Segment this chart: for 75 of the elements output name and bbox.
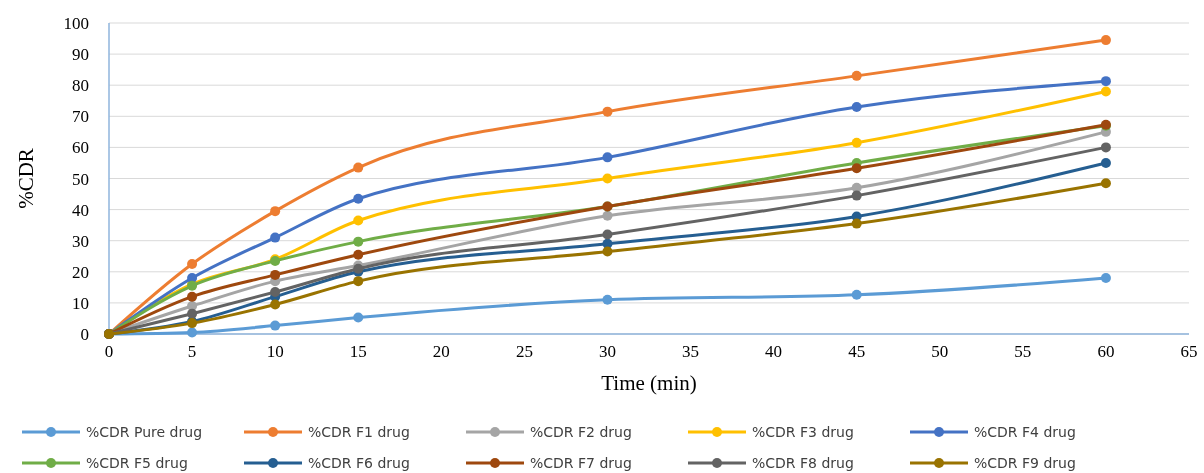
y-tick-label: 10 (72, 293, 89, 313)
point (353, 215, 364, 226)
legend-label: %CDR F6 drug (308, 455, 410, 471)
legend-label: %CDR Pure drug (86, 424, 203, 440)
y-tick-label: 60 (72, 138, 89, 158)
legend-label: %CDR F8 drug (752, 455, 854, 471)
point (187, 308, 198, 319)
point (1100, 76, 1111, 87)
legend-label: %CDR F7 drug (530, 455, 632, 471)
point (602, 246, 613, 257)
x-tick-label: 30 (598, 342, 616, 361)
point (270, 232, 281, 243)
legend-label: %CDR F3 drug (752, 424, 854, 440)
x-tick-label: 15 (349, 342, 367, 361)
point (602, 210, 613, 221)
point (851, 101, 862, 112)
y-tick-label: 20 (72, 262, 89, 282)
point (270, 299, 281, 310)
y-tick-label: 80 (72, 76, 89, 96)
legend-label: %CDR F1 drug (308, 424, 410, 440)
x-tick-label: 25 (515, 342, 533, 361)
y-tick-label: 0 (80, 325, 89, 344)
legend-label: %CDR F2 drug (530, 424, 632, 440)
x-tick-label: 0 (104, 342, 114, 361)
point (1100, 273, 1111, 284)
point (353, 276, 364, 287)
point (1100, 142, 1111, 153)
point (602, 173, 613, 184)
point (602, 229, 613, 240)
point (353, 193, 364, 204)
point (851, 137, 862, 148)
point (851, 190, 862, 201)
point (851, 163, 862, 174)
y-tick-label: 30 (72, 231, 89, 251)
point (270, 206, 281, 217)
x-tick-label: 35 (682, 342, 700, 361)
point (353, 162, 364, 173)
x-tick-label: 40 (765, 342, 783, 361)
point (602, 106, 613, 117)
legend-label: %CDR F9 drug (974, 455, 1076, 471)
x-tick-label: 60 (1097, 342, 1115, 361)
point (353, 312, 364, 323)
x-axis-title: Time (min) (601, 371, 697, 395)
y-tick-label: 90 (72, 45, 89, 65)
point (1100, 157, 1111, 168)
point (353, 236, 364, 247)
point (270, 320, 281, 331)
x-tick-label: 50 (931, 342, 949, 361)
point (187, 291, 198, 302)
point (851, 218, 862, 229)
legend-label: %CDR F5 drug (86, 455, 188, 471)
point (270, 287, 281, 298)
x-tick-label: 10 (266, 342, 284, 361)
y-tick-label: 40 (72, 200, 89, 220)
y-axis-title: %CDR (14, 148, 38, 209)
x-tick-label: 55 (1014, 342, 1032, 361)
point (187, 259, 198, 270)
point (602, 294, 613, 305)
y-tick-label: 70 (72, 107, 89, 127)
point (353, 249, 364, 260)
point (1100, 35, 1111, 46)
x-tick-label: 5 (187, 342, 197, 361)
point (270, 269, 281, 280)
y-tick-label: 50 (72, 169, 89, 189)
y-tick-label: 100 (63, 14, 89, 33)
point (602, 152, 613, 163)
point (1100, 178, 1111, 189)
x-tick-label: 45 (848, 342, 866, 361)
point (851, 70, 862, 81)
point (187, 327, 198, 338)
point (1100, 86, 1111, 97)
x-tick-label: 20 (432, 342, 450, 361)
x-tick-label: 65 (1180, 342, 1198, 361)
point (851, 289, 862, 300)
legend-label: %CDR F4 drug (974, 424, 1076, 440)
